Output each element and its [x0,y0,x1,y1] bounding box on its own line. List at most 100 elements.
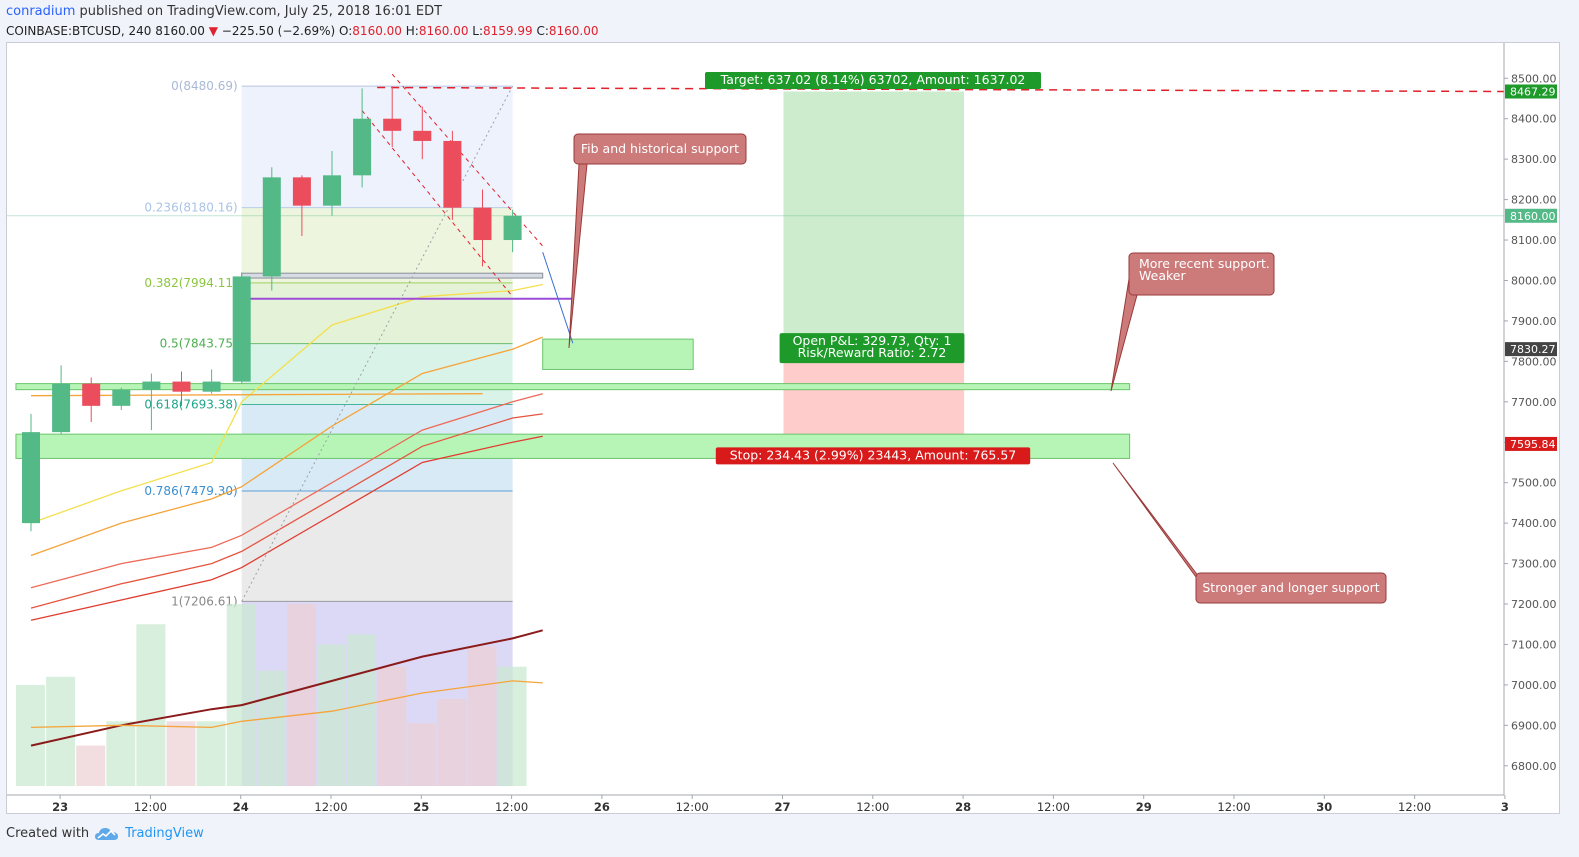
author-link[interactable]: conradium [6,4,76,19]
time-tick-label: 25 [413,800,429,814]
price-label-text: 7830.27 [1510,343,1556,356]
stop-zone [783,349,965,444]
volume-bar [437,699,467,786]
stop-label: Stop: 234.43 (2.99%) 23443, Amount: 765.… [715,447,1031,465]
moving-average-line [30,435,543,621]
price-tick-label: 8500.00 [1511,72,1557,85]
time-tick-label: 27 [774,800,790,814]
created-with-label: Created with [6,826,90,841]
moving-average-line [30,393,483,397]
moving-average-line [30,336,543,557]
price-tick-label: 8300.00 [1511,153,1557,166]
candle-body [383,118,402,131]
pnl-label-text: Open P&L: 329.73, Qty: 1 [793,333,952,348]
time-tick-label: 12:00 [1037,800,1070,814]
tradingview-brand: TradingView [125,826,204,841]
candle-body [82,383,101,406]
pnl-label-bg [779,333,965,364]
fib-level-label: 0.236(8180.16) [144,201,237,215]
callout-longer-pointer [1112,462,1205,589]
fib-band [241,207,513,283]
candle-body [22,432,40,524]
volume-bar [106,721,136,786]
high-label: H: [405,24,419,38]
published-text: published on TradingView.com, July 25, 2… [75,4,443,19]
fib-band [241,282,513,344]
ohlc-line: COINBASE:BTCUSD, 240 8160.00 ▼ −225.50 (… [6,22,599,40]
open-value: 8160.00 [352,24,402,38]
price-tick-label: 8100.00 [1511,234,1557,247]
callout-recent-text: Weaker [1139,268,1186,283]
target-zone [783,91,965,350]
candle-body [112,389,131,406]
fib-level-label: 0.786(7479.30) [144,484,237,498]
candle-body [292,177,311,206]
price-axis: 6800.00 6900.00 7000.00 7100.00 7200.00 7300.… [1503,43,1557,795]
callout-fib-text: Fib and historical support [581,141,739,156]
time-tick-label: 12:00 [856,800,889,814]
volume-bar [377,666,407,786]
volume-bar [76,745,106,786]
callout-fib: Fib and historical support [568,133,747,349]
fib-level-label: 0.382(7994.11) [144,276,237,290]
fib-level-label: 0.618(7693.38) [144,397,237,411]
moving-average-line [30,283,543,524]
candle-body [232,276,251,382]
highlight-rect [241,272,544,279]
volume-bar [467,646,497,786]
time-tick-label: 30 [1316,800,1332,814]
price-tick-label: 8400.00 [1511,113,1557,126]
volume-bar [347,634,377,786]
volume-bar [317,644,346,786]
callout-fib-box [573,133,747,165]
price-label-bg [1505,436,1557,451]
target-dashed-line [377,86,1504,93]
time-axis: 23 12:00 24 12:00 25 12:00 26 12:00 27 12:00 28 12:… [7,794,1509,814]
chart-frame[interactable]: 0(8480.69) 0.236(8180.16) 0.382(7994.11) 0.… [6,42,1560,814]
last-price: 8160.00 [155,24,205,38]
time-tick-label: 12:00 [134,800,167,814]
fib-band [241,86,513,208]
price-tick-label: 7300.00 [1511,558,1557,571]
time-tick-label: 28 [955,800,971,814]
volume-bar [166,721,196,786]
projection-line [542,252,574,344]
low-value: 8159.99 [483,24,533,38]
volume-bar [407,723,437,786]
price-tick-label: 6800.00 [1511,760,1557,773]
callout-fib-pointer [568,163,588,349]
candle-body [323,175,341,206]
callout-recent-box [1128,252,1275,296]
symbol-label[interactable]: COINBASE:BTCUSD, 240 [6,24,152,38]
support-zone [15,383,1131,391]
channel-line-upper [391,73,544,247]
price-tick-label: 7000.00 [1511,679,1557,692]
stop-label-text: Stop: 234.43 (2.99%) 23443, Amount: 765.… [730,447,1017,462]
time-tick-label: 3 [1501,800,1509,814]
price-label-text: 8160.00 [1510,210,1556,223]
price-tick-label: 7900.00 [1511,315,1557,328]
candle-body [262,177,281,277]
time-tick-label: 29 [1136,800,1152,814]
candle-body [202,381,221,392]
moving-average-line [30,393,543,589]
candle-body [353,118,372,176]
price-tick-label: 7100.00 [1511,638,1557,651]
callout-recent-text: More recent support. [1139,256,1270,271]
tradingview-link[interactable]: TradingView [95,826,204,841]
moving-average-line [30,680,543,729]
candle-body [443,140,462,208]
callout-recent-pointer [1110,277,1138,392]
price-chart[interactable]: 0(8480.69) 0.236(8180.16) 0.382(7994.11) 0.… [7,43,1561,815]
candle-body [503,215,522,241]
price-tick-label: 7400.00 [1511,517,1557,530]
time-tick-label: 12:00 [676,800,709,814]
price-tick-label: 6900.00 [1511,719,1557,732]
target-label-bg [705,71,1041,89]
support-zone [542,338,694,370]
fib-level-label: 0.5(7843.75) [160,337,238,351]
price-label-text: 7595.84 [1510,438,1556,451]
low-label: L: [472,24,484,38]
time-tick-label: 23 [52,800,68,814]
